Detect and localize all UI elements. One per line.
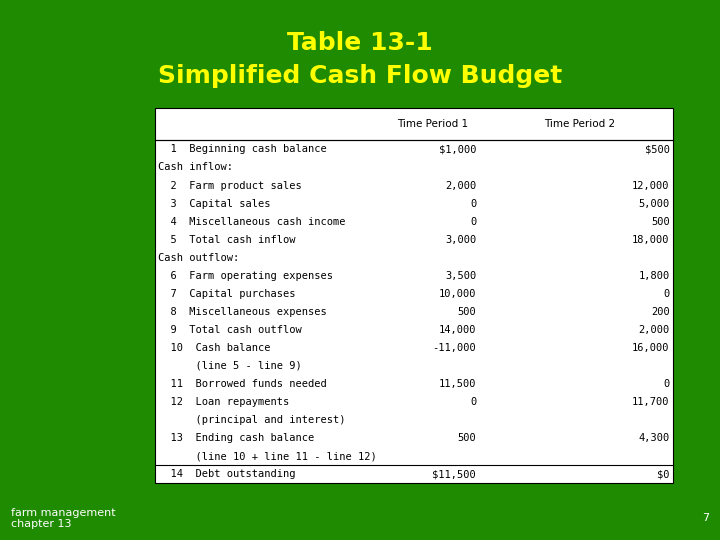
Text: 18,000: 18,000 [632,235,670,245]
Text: 3,500: 3,500 [445,271,476,281]
Text: 16,000: 16,000 [632,343,670,353]
Text: Table 13-1: Table 13-1 [287,31,433,55]
Text: $0: $0 [657,469,670,480]
Text: 2,000: 2,000 [445,180,476,191]
Text: 4,300: 4,300 [639,433,670,443]
Text: $500: $500 [644,144,670,154]
Text: 4  Miscellaneous cash income: 4 Miscellaneous cash income [158,217,346,227]
Text: 12  Loan repayments: 12 Loan repayments [158,397,289,407]
Text: Simplified Cash Flow Budget: Simplified Cash Flow Budget [158,64,562,87]
Text: 500: 500 [457,307,476,317]
Text: $1,000: $1,000 [438,144,476,154]
Text: Time Period 1: Time Period 1 [397,119,468,129]
Text: 11,700: 11,700 [632,397,670,407]
Text: 9  Total cash outflow: 9 Total cash outflow [158,325,302,335]
Text: 14  Debt outstanding: 14 Debt outstanding [158,469,296,480]
Text: 3,000: 3,000 [445,235,476,245]
Text: 2,000: 2,000 [639,325,670,335]
Text: 6  Farm operating expenses: 6 Farm operating expenses [158,271,333,281]
Text: (line 10 + line 11 - line 12): (line 10 + line 11 - line 12) [158,451,377,461]
Text: 0: 0 [663,379,670,389]
Text: (line 5 - line 9): (line 5 - line 9) [158,361,302,371]
Text: 7: 7 [702,514,709,523]
Text: 1,800: 1,800 [639,271,670,281]
Text: 3  Capital sales: 3 Capital sales [158,199,271,208]
Text: 12,000: 12,000 [632,180,670,191]
Text: farm management
chapter 13: farm management chapter 13 [11,508,115,529]
Text: Cash inflow:: Cash inflow: [158,163,233,172]
Text: 200: 200 [651,307,670,317]
Text: Time Period 2: Time Period 2 [544,119,616,129]
Text: 5,000: 5,000 [639,199,670,208]
Text: (principal and interest): (principal and interest) [158,415,346,425]
Text: 11,500: 11,500 [438,379,476,389]
Text: 13  Ending cash balance: 13 Ending cash balance [158,433,315,443]
Text: 14,000: 14,000 [438,325,476,335]
Text: 10  Cash balance: 10 Cash balance [158,343,271,353]
Text: 7  Capital purchases: 7 Capital purchases [158,289,296,299]
Text: 500: 500 [651,217,670,227]
Text: 0: 0 [470,397,476,407]
Text: $11,500: $11,500 [433,469,476,480]
Text: 0: 0 [470,199,476,208]
Text: 2  Farm product sales: 2 Farm product sales [158,180,302,191]
Text: 8  Miscellaneous expenses: 8 Miscellaneous expenses [158,307,327,317]
Text: -11,000: -11,000 [433,343,476,353]
Text: 10,000: 10,000 [438,289,476,299]
Text: 0: 0 [470,217,476,227]
Text: 5  Total cash inflow: 5 Total cash inflow [158,235,296,245]
FancyBboxPatch shape [155,108,673,483]
Text: 1  Beginning cash balance: 1 Beginning cash balance [158,144,327,154]
Text: 0: 0 [663,289,670,299]
Text: Cash outflow:: Cash outflow: [158,253,240,262]
Text: 11  Borrowed funds needed: 11 Borrowed funds needed [158,379,327,389]
Text: 500: 500 [457,433,476,443]
